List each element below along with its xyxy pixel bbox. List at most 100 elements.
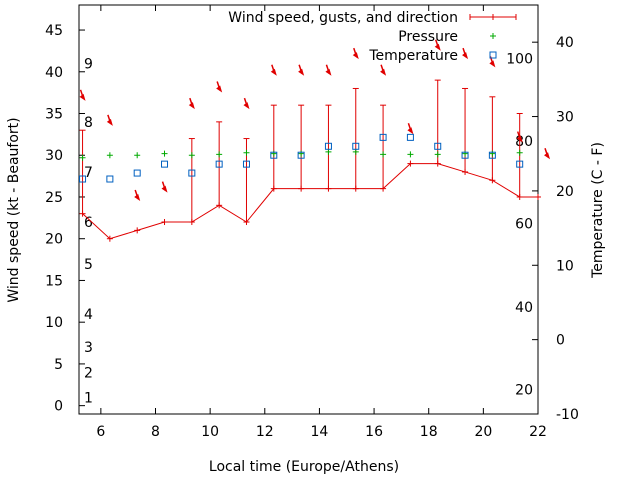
wind-direction-arrowhead [134,193,141,201]
y-tick-label: 40 [45,65,63,81]
x-tick-label: 16 [365,424,383,440]
wind-direction-arrowhead [106,118,113,126]
y-tick-label: 25 [45,190,63,206]
x-tick-label: 12 [256,424,274,440]
fahrenheit-label: 40 [515,300,533,316]
temperature-point [488,151,496,159]
legend-swatch-temperature [489,51,497,59]
pressure-point [489,150,496,157]
y-tick-label: 35 [45,107,63,123]
temperature-series [79,133,524,183]
plot-frame [78,4,539,415]
wind-direction-arrowhead [325,68,332,76]
temperature-point [188,169,196,177]
wind-direction-arrowhead [462,52,469,60]
x-tick-label: 6 [96,424,105,440]
x-tick-label: 20 [474,424,492,440]
beaufort-label: 5 [84,257,93,273]
temperature-point [79,175,87,183]
temperature-point [406,133,414,141]
temperature-point [215,160,223,168]
temperature-point [161,160,169,168]
pressure-point [106,152,113,159]
legend-label: Pressure [398,29,458,45]
fahrenheit-label: 20 [515,382,533,398]
wind-direction-arrowhead [380,68,387,76]
beaufort-label: 6 [84,215,93,231]
wind-direction-arrowhead [298,68,305,76]
wind-direction-arrowhead [407,127,414,135]
wind-direction-arrowhead [79,93,86,101]
fahrenheit-scale: 20 40 60 80 100 [506,52,533,399]
beaufort-label: 1 [84,390,93,406]
y2-axis: -10 0 10 20 30 40 [532,35,579,423]
y-tick-label: 10 [45,315,63,331]
y2-tick-label: 20 [556,184,574,200]
wind-direction-arrowhead [434,43,441,51]
y-tick-label: 15 [45,273,63,289]
x-tick-label: 18 [420,424,438,440]
legend: Wind speed, gusts, and direction Pressure… [228,10,517,64]
pressure-point [161,150,168,157]
pressure-point [434,151,441,158]
beaufort-label: 9 [84,56,93,72]
pressure-series [79,148,523,161]
wind-direction-arrowhead [270,68,277,76]
x-tick-label: 14 [311,424,329,440]
x-tick-label: 22 [529,424,547,440]
y2-tick-label: 30 [556,110,574,126]
temperature-point [297,151,305,159]
temperature-point [106,175,114,183]
y2-axis-label: Temperature (C - F) [590,142,606,279]
pressure-point [352,148,359,155]
legend-label: Temperature [368,48,458,64]
temperature-point [133,169,141,177]
pressure-point [325,148,332,155]
wind-direction-arrowhead [243,102,250,110]
pressure-point [243,149,250,156]
pressure-point [298,150,305,157]
wind-speed-line [82,163,538,240]
y-axis-label: Wind speed (kt - Beaufort) [6,117,22,302]
fahrenheit-label: 80 [515,134,533,150]
x-tick-label: 10 [201,424,219,440]
pressure-point [134,152,141,159]
temperature-point [352,142,360,150]
temperature-point [242,160,250,168]
y-tick-label: 20 [45,232,63,248]
beaufort-label: 8 [84,115,93,131]
temperature-point [270,151,278,159]
beaufort-label: 2 [84,365,93,381]
x-axis: 6 8 10 12 14 16 18 20 22 [96,5,547,440]
wind-direction-arrowhead [489,60,496,68]
wind-direction-arrowhead [544,152,551,160]
y2-tick-label: 0 [556,333,565,349]
pressure-point [380,151,387,158]
fahrenheit-label: 100 [506,52,533,68]
y2-tick-label: 10 [556,258,574,274]
temperature-point [379,133,387,141]
beaufort-label: 4 [84,307,93,323]
pressure-point [270,150,277,157]
y-tick-label: 45 [45,23,63,39]
x-tick-label: 8 [151,424,160,440]
temperature-point [434,142,442,150]
beaufort-label: 3 [84,340,93,356]
temperature-point [324,142,332,150]
legend-swatch-pressure [490,33,496,39]
legend-label: Wind speed, gusts, and direction [228,10,458,26]
plot-border [78,4,539,415]
wind-direction-arrowhead [188,102,195,110]
wind-series [79,79,541,242]
beaufort-label: 7 [84,165,93,181]
wind-direction-arrowhead [352,52,359,60]
y2-tick-label: -10 [556,407,579,423]
beaufort-scale: 1 2 3 4 5 6 7 8 9 [84,56,93,406]
pressure-point [188,152,195,159]
wind-direction-arrowhead [216,85,223,93]
temperature-point [516,160,524,168]
wind-direction-arrowhead [161,185,168,193]
y-tick-label: 0 [54,399,63,415]
pressure-point [516,149,523,156]
